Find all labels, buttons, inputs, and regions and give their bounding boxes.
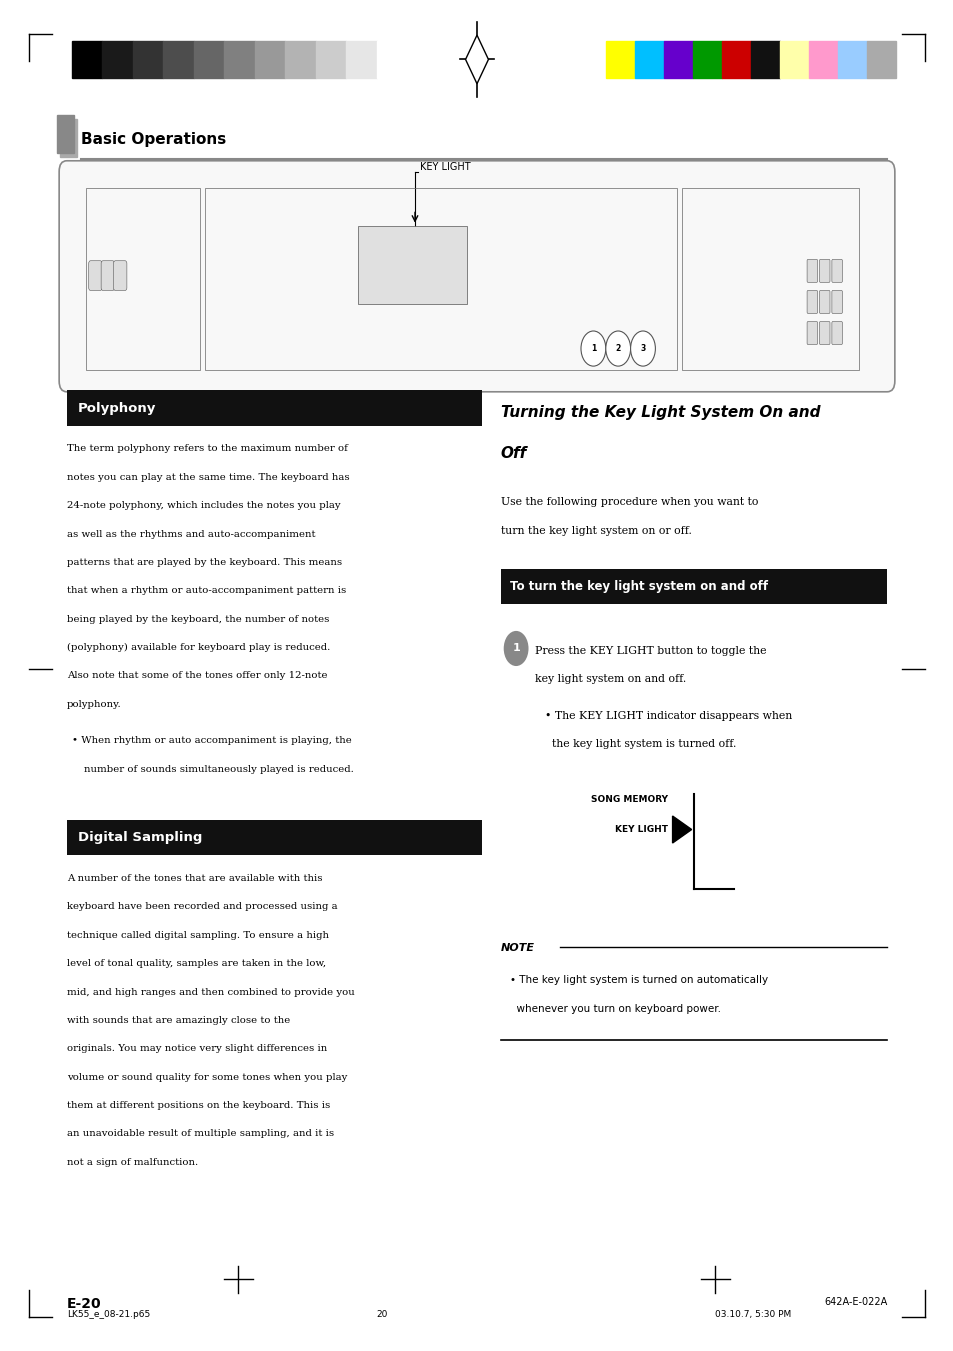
Text: 642A-E-022A: 642A-E-022A (823, 1297, 886, 1306)
Circle shape (605, 331, 630, 366)
Text: KEY LIGHT: KEY LIGHT (614, 825, 667, 834)
Text: E-20: E-20 (67, 1297, 101, 1310)
FancyBboxPatch shape (806, 259, 817, 282)
Text: To turn the key light system on and off: To turn the key light system on and off (510, 580, 768, 593)
Text: technique called digital sampling. To ensure a high: technique called digital sampling. To en… (67, 931, 329, 940)
Text: an unavoidable result of multiple sampling, and it is: an unavoidable result of multiple sampli… (67, 1129, 334, 1139)
Text: (polyphony) available for keyboard play is reduced.: (polyphony) available for keyboard play … (67, 643, 330, 653)
Polygon shape (672, 816, 691, 843)
Text: Use the following procedure when you want to: Use the following procedure when you wan… (500, 497, 758, 507)
FancyBboxPatch shape (500, 569, 886, 604)
Text: Turning the Key Light System On and: Turning the Key Light System On and (500, 405, 820, 420)
Text: Also note that some of the tones offer only 12-note: Also note that some of the tones offer o… (67, 671, 327, 681)
Text: • The KEY LIGHT indicator disappears when: • The KEY LIGHT indicator disappears whe… (544, 711, 791, 720)
Text: level of tonal quality, samples are taken in the low,: level of tonal quality, samples are take… (67, 959, 326, 969)
Bar (634, 41, 663, 78)
Bar (102, 41, 132, 78)
Bar (721, 41, 750, 78)
Bar (779, 41, 808, 78)
Text: Basic Operations: Basic Operations (81, 131, 226, 147)
Text: keyboard have been recorded and processed using a: keyboard have been recorded and processe… (67, 902, 337, 912)
Text: originals. You may notice very slight differences in: originals. You may notice very slight di… (67, 1044, 327, 1054)
Bar (346, 41, 376, 78)
Text: key light system on and off.: key light system on and off. (535, 674, 686, 684)
FancyBboxPatch shape (806, 322, 817, 345)
Text: turn the key light system on or off.: turn the key light system on or off. (500, 526, 691, 535)
Bar (376, 41, 407, 78)
Bar (132, 41, 163, 78)
Text: them at different positions on the keyboard. This is: them at different positions on the keybo… (67, 1101, 330, 1111)
Bar (285, 41, 315, 78)
Text: Press the KEY LIGHT button to toggle the: Press the KEY LIGHT button to toggle the (535, 646, 766, 655)
FancyBboxPatch shape (831, 290, 841, 313)
FancyBboxPatch shape (101, 261, 114, 290)
Circle shape (580, 331, 605, 366)
Text: • When rhythm or auto accompaniment is playing, the: • When rhythm or auto accompaniment is p… (71, 736, 351, 746)
Text: polyphony.: polyphony. (67, 700, 121, 709)
Bar (808, 41, 837, 78)
Bar (254, 41, 285, 78)
Text: Polyphony: Polyphony (78, 401, 156, 415)
Circle shape (630, 331, 655, 366)
FancyBboxPatch shape (67, 820, 481, 855)
Bar (750, 41, 779, 78)
Text: that when a rhythm or auto-accompaniment pattern is: that when a rhythm or auto-accompaniment… (67, 586, 346, 596)
Text: volume or sound quality for some tones when you play: volume or sound quality for some tones w… (67, 1073, 347, 1082)
Text: The term polyphony refers to the maximum number of: The term polyphony refers to the maximum… (67, 444, 347, 454)
Text: 03.10.7, 5:30 PM: 03.10.7, 5:30 PM (715, 1310, 791, 1320)
Text: notes you can play at the same time. The keyboard has: notes you can play at the same time. The… (67, 473, 349, 482)
Bar (86, 188, 200, 370)
Text: not a sign of malfunction.: not a sign of malfunction. (67, 1158, 198, 1167)
FancyBboxPatch shape (819, 322, 829, 345)
FancyBboxPatch shape (89, 261, 102, 290)
Bar (837, 41, 866, 78)
Text: 2: 2 (615, 345, 620, 353)
Text: being played by the keyboard, the number of notes: being played by the keyboard, the number… (67, 615, 329, 624)
FancyBboxPatch shape (806, 290, 817, 313)
Text: 3: 3 (639, 345, 645, 353)
Text: NOTE: NOTE (500, 943, 535, 952)
Text: with sounds that are amazingly close to the: with sounds that are amazingly close to … (67, 1016, 290, 1025)
Text: SONG MEMORY: SONG MEMORY (590, 796, 667, 804)
Text: LK55_e_08-21.p65: LK55_e_08-21.p65 (67, 1310, 150, 1320)
Text: 20: 20 (375, 1310, 387, 1320)
FancyBboxPatch shape (113, 261, 127, 290)
Bar (681, 188, 858, 370)
Circle shape (503, 631, 528, 666)
FancyBboxPatch shape (59, 161, 894, 392)
Bar (71, 41, 102, 78)
Bar (193, 41, 224, 78)
Text: 1: 1 (590, 345, 596, 353)
FancyBboxPatch shape (819, 290, 829, 313)
Bar (866, 41, 895, 78)
Bar (692, 41, 721, 78)
Polygon shape (465, 35, 488, 84)
Text: whenever you turn on keyboard power.: whenever you turn on keyboard power. (510, 1004, 720, 1013)
Bar (163, 41, 193, 78)
FancyBboxPatch shape (831, 259, 841, 282)
Text: KEY LIGHT: KEY LIGHT (419, 162, 470, 172)
Text: as well as the rhythms and auto-accompaniment: as well as the rhythms and auto-accompan… (67, 530, 314, 539)
Text: the key light system is turned off.: the key light system is turned off. (544, 739, 736, 748)
Text: 24-note polyphony, which includes the notes you play: 24-note polyphony, which includes the no… (67, 501, 340, 511)
FancyBboxPatch shape (67, 390, 481, 426)
Bar (60, 119, 77, 157)
Text: 1: 1 (512, 643, 519, 654)
Text: mid, and high ranges and then combined to provide you: mid, and high ranges and then combined t… (67, 988, 355, 997)
Bar (224, 41, 254, 78)
Bar (605, 41, 634, 78)
FancyBboxPatch shape (831, 322, 841, 345)
Bar (205, 188, 677, 370)
Bar (357, 226, 467, 304)
Text: A number of the tones that are available with this: A number of the tones that are available… (67, 874, 322, 884)
Text: Digital Sampling: Digital Sampling (78, 831, 202, 844)
Text: Off: Off (500, 446, 527, 461)
Bar (57, 115, 74, 153)
Bar (663, 41, 692, 78)
Text: patterns that are played by the keyboard. This means: patterns that are played by the keyboard… (67, 558, 341, 567)
Text: • The key light system is turned on automatically: • The key light system is turned on auto… (510, 975, 768, 985)
Bar (315, 41, 346, 78)
FancyBboxPatch shape (819, 259, 829, 282)
Text: number of sounds simultaneously played is reduced.: number of sounds simultaneously played i… (84, 765, 354, 774)
